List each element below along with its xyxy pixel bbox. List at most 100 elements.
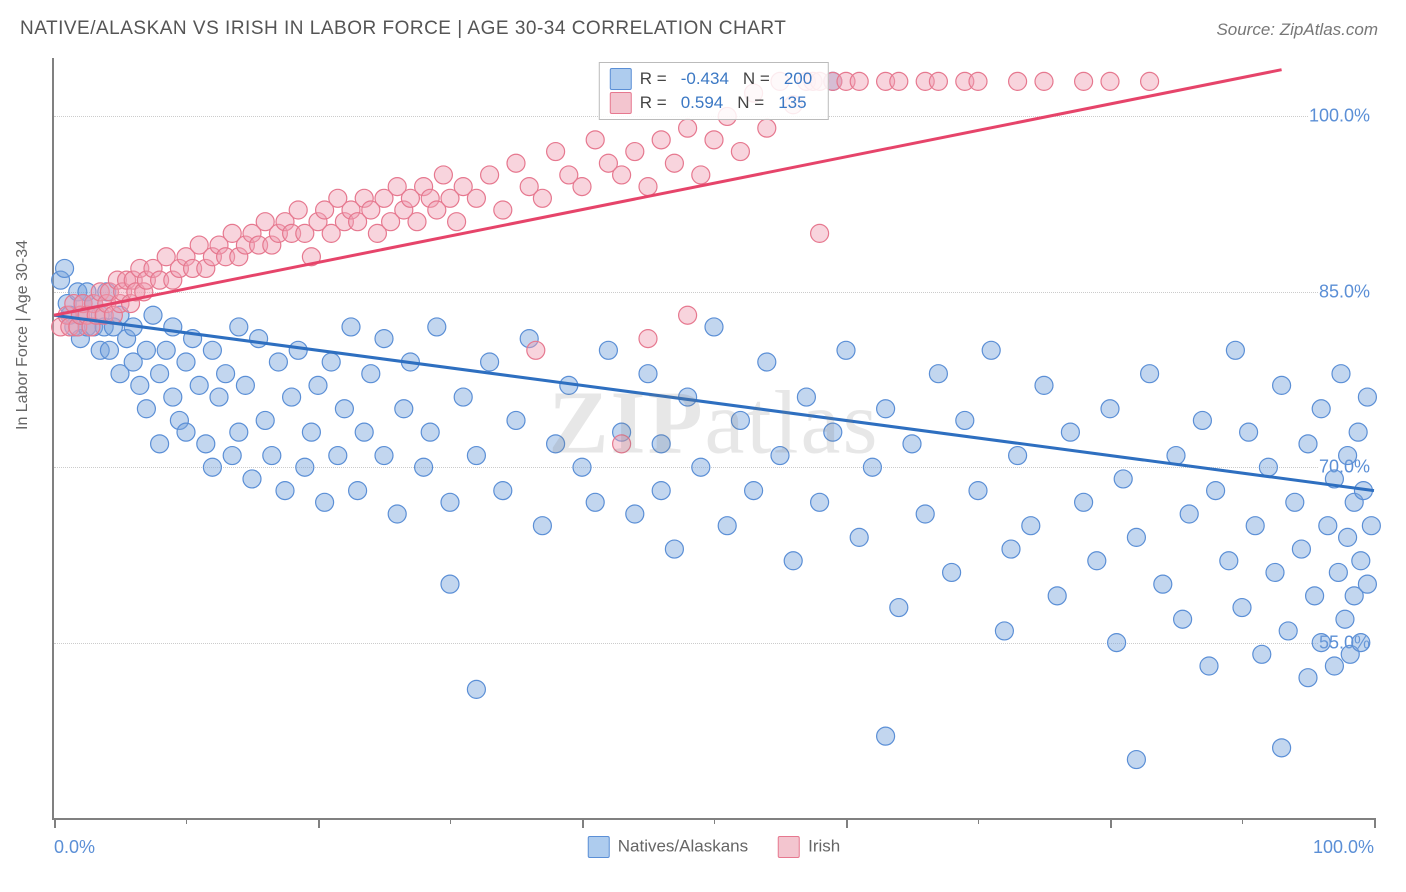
data-point-irish (1101, 72, 1119, 90)
data-point-natives_alaskans (1127, 528, 1145, 546)
data-point-natives_alaskans (850, 528, 868, 546)
data-point-irish (929, 72, 947, 90)
data-point-natives_alaskans (289, 341, 307, 359)
data-point-natives_alaskans (342, 318, 360, 336)
data-point-irish (316, 201, 334, 219)
data-point-irish (692, 166, 710, 184)
data-point-natives_alaskans (91, 306, 109, 324)
data-point-natives_alaskans (104, 318, 122, 336)
data-point-natives_alaskans (349, 482, 367, 500)
data-point-natives_alaskans (243, 470, 261, 488)
data-point-irish (322, 224, 340, 242)
legend-item: Natives/Alaskans (588, 836, 748, 858)
data-point-natives_alaskans (705, 318, 723, 336)
data-point-natives_alaskans (969, 482, 987, 500)
data-point-irish (243, 224, 261, 242)
data-point-natives_alaskans (131, 376, 149, 394)
data-point-natives_alaskans (1226, 341, 1244, 359)
data-point-natives_alaskans (58, 295, 76, 313)
data-point-irish (217, 248, 235, 266)
x-tick-major (1374, 818, 1376, 828)
data-point-irish (599, 154, 617, 172)
data-point-irish (448, 213, 466, 231)
data-point-natives_alaskans (1101, 400, 1119, 418)
data-point-natives_alaskans (467, 680, 485, 698)
x-tick-major (54, 818, 56, 828)
data-point-irish (309, 213, 327, 231)
data-point-natives_alaskans (395, 400, 413, 418)
data-point-natives_alaskans (1266, 563, 1284, 581)
data-point-irish (104, 306, 122, 324)
data-point-natives_alaskans (1154, 575, 1172, 593)
data-point-natives_alaskans (652, 482, 670, 500)
data-point-irish (454, 178, 472, 196)
data-point-natives_alaskans (481, 353, 499, 371)
data-point-irish (467, 189, 485, 207)
data-point-natives_alaskans (124, 318, 142, 336)
data-point-irish (368, 224, 386, 242)
data-point-irish (679, 306, 697, 324)
gridline (54, 467, 1374, 468)
data-point-natives_alaskans (124, 353, 142, 371)
data-point-natives_alaskans (71, 306, 89, 324)
data-point-natives_alaskans (316, 493, 334, 511)
x-axis-min-label: 0.0% (54, 837, 95, 858)
data-point-natives_alaskans (428, 318, 446, 336)
data-point-natives_alaskans (388, 505, 406, 523)
data-point-natives_alaskans (1207, 482, 1225, 500)
data-point-irish (124, 271, 142, 289)
x-axis-max-label: 100.0% (1313, 837, 1374, 858)
data-point-natives_alaskans (1167, 447, 1185, 465)
data-point-natives_alaskans (74, 295, 92, 313)
data-point-irish (890, 72, 908, 90)
data-point-irish (613, 166, 631, 184)
data-point-irish (61, 318, 79, 336)
data-point-natives_alaskans (177, 423, 195, 441)
data-point-irish (263, 236, 281, 254)
data-point-natives_alaskans (100, 341, 118, 359)
data-point-natives_alaskans (995, 622, 1013, 640)
data-point-natives_alaskans (217, 365, 235, 383)
data-point-natives_alaskans (797, 388, 815, 406)
data-point-irish (250, 236, 268, 254)
legend: Natives/AlaskansIrish (588, 836, 841, 858)
data-point-natives_alaskans (190, 376, 208, 394)
plot-inner: 55.0%70.0%85.0%100.0% (54, 58, 1374, 818)
data-point-natives_alaskans (375, 330, 393, 348)
data-point-irish (349, 213, 367, 231)
data-point-irish (69, 318, 87, 336)
data-point-natives_alaskans (78, 318, 96, 336)
data-point-natives_alaskans (1349, 423, 1367, 441)
data-point-natives_alaskans (1292, 540, 1310, 558)
data-point-natives_alaskans (1345, 587, 1363, 605)
data-point-irish (210, 236, 228, 254)
data-point-natives_alaskans (1306, 587, 1324, 605)
legend-label: Natives/Alaskans (618, 836, 748, 855)
y-tick-label: 70.0% (1319, 457, 1380, 478)
data-point-natives_alaskans (375, 447, 393, 465)
data-point-irish (916, 72, 934, 90)
data-point-natives_alaskans (164, 318, 182, 336)
correlation-stats-box: R =-0.434N =200R =0.594N =135 (599, 62, 829, 120)
data-point-natives_alaskans (929, 365, 947, 383)
data-point-irish (613, 435, 631, 453)
data-point-natives_alaskans (731, 411, 749, 429)
data-point-natives_alaskans (771, 447, 789, 465)
data-point-natives_alaskans (1286, 493, 1304, 511)
data-point-natives_alaskans (1253, 645, 1271, 663)
data-point-natives_alaskans (118, 330, 136, 348)
data-point-natives_alaskans (1273, 376, 1291, 394)
data-point-natives_alaskans (329, 447, 347, 465)
data-point-irish (679, 119, 697, 137)
data-point-irish (408, 213, 426, 231)
legend-swatch-icon (610, 92, 632, 114)
data-point-natives_alaskans (151, 365, 169, 383)
data-point-irish (170, 259, 188, 277)
data-point-natives_alaskans (784, 552, 802, 570)
data-point-irish (362, 201, 380, 219)
data-point-natives_alaskans (1075, 493, 1093, 511)
data-point-irish (626, 143, 644, 161)
trend-line-natives_alaskans (54, 315, 1374, 490)
data-point-natives_alaskans (170, 411, 188, 429)
data-point-natives_alaskans (111, 365, 129, 383)
